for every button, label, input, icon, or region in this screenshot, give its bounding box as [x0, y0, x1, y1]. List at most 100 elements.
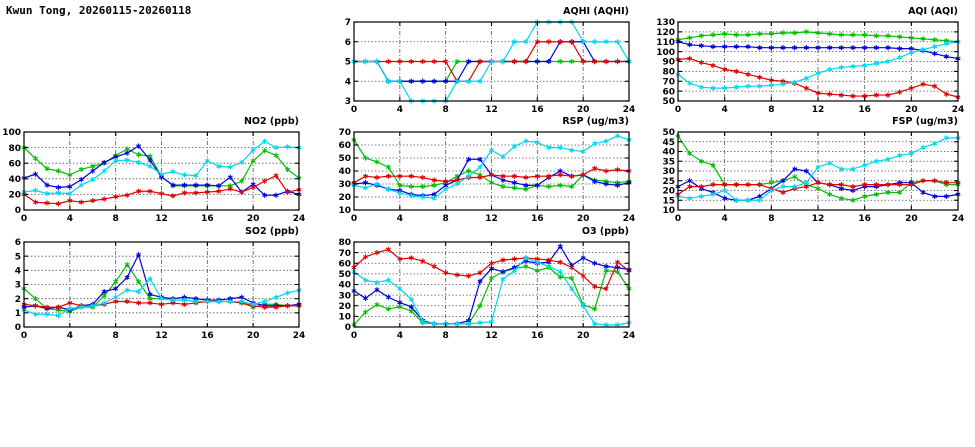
y-tick-label: 10 — [338, 206, 351, 216]
x-tick-label: 16 — [201, 214, 214, 224]
x-tick-label: 8 — [443, 331, 449, 341]
series-day2-aqi — [675, 39, 961, 62]
y-tick-label: 40 — [662, 148, 675, 158]
y-tick-label: 20 — [338, 193, 351, 203]
x-tick-label: 20 — [905, 105, 918, 115]
x-tick-label: 0 — [351, 214, 357, 224]
chart-title-aqhi: AQHI (AQHI) — [563, 6, 629, 17]
y-tick-label: 45 — [662, 138, 675, 148]
page-title: Kwun Tong, 20260115-20260118 — [6, 4, 192, 17]
x-tick-label: 24 — [293, 214, 306, 224]
y-tick-label: 80 — [8, 144, 21, 154]
y-tick-label: 4 — [15, 267, 21, 277]
x-tick-label: 0 — [675, 105, 681, 115]
y-tick-label: 20 — [662, 187, 675, 197]
y-tick-label: 0 — [345, 323, 351, 333]
y-tick-label: 60 — [8, 159, 21, 169]
x-tick-label: 12 — [812, 214, 825, 224]
y-tick-label: 80 — [662, 68, 675, 78]
chart-title-no2: NO2 (ppb) — [243, 116, 299, 127]
chart-panel-no2: NO2 (ppb) 0 20 40 60 80 100 0 4 8 12 16 20 24 — [0, 116, 313, 238]
chart-title-so2: SO2 (ppb) — [245, 226, 299, 237]
y-tick-label: 10 — [338, 313, 351, 323]
y-tick-label: 15 — [662, 196, 675, 206]
x-tick-label: 16 — [531, 331, 544, 341]
x-tick-label: 4 — [67, 214, 73, 224]
x-tick-label: 24 — [952, 105, 965, 115]
y-tick-label: 70 — [338, 128, 351, 138]
x-tick-label: 16 — [531, 214, 544, 224]
y-tick-label: 6 — [15, 238, 21, 248]
x-tick-label: 12 — [485, 214, 498, 224]
y-tick-label: 30 — [662, 167, 675, 177]
y-tick-label: 60 — [338, 141, 351, 151]
x-tick-label: 8 — [768, 105, 774, 115]
y-tick-label: 35 — [662, 157, 675, 167]
y-tick-label: 20 — [8, 191, 21, 201]
y-tick-label: 3 — [345, 97, 351, 107]
y-tick-label: 30 — [338, 291, 351, 301]
chart-panel-so2: SO2 (ppb) 0 1 2 3 4 5 6 0 4 8 12 16 20 24 — [0, 226, 313, 355]
y-tick-label: 110 — [656, 38, 675, 48]
x-tick-label: 12 — [485, 331, 498, 341]
y-tick-label: 70 — [338, 249, 351, 259]
x-tick-label: 0 — [21, 331, 27, 341]
y-tick-label: 50 — [338, 154, 351, 164]
y-tick-label: 30 — [338, 180, 351, 190]
series-day3-no2 — [21, 173, 302, 207]
y-tick-label: 3 — [15, 281, 21, 291]
x-tick-label: 12 — [155, 331, 168, 341]
chart-title-fsp: FSP (ug/m3) — [892, 116, 958, 127]
x-tick-label: 0 — [351, 331, 357, 341]
y-tick-label: 4 — [345, 77, 351, 87]
y-tick-label: 6 — [345, 38, 351, 48]
x-tick-label: 12 — [155, 214, 168, 224]
y-tick-label: 5 — [15, 252, 21, 262]
x-tick-label: 20 — [247, 331, 260, 341]
x-tick-label: 24 — [952, 214, 965, 224]
y-tick-label: 40 — [338, 281, 351, 291]
y-tick-label: 25 — [662, 177, 675, 187]
x-tick-label: 20 — [247, 214, 260, 224]
chart-svg-no2: 0 20 40 60 80 100 0 4 8 12 16 20 24 — [2, 128, 306, 224]
x-tick-label: 4 — [397, 105, 403, 115]
chart-panel-o3: O3 (ppb) 0 10 20 30 40 50 60 70 80 0 4 8 12 16 20 24 — [330, 226, 643, 355]
x-tick-label: 24 — [293, 331, 306, 341]
x-tick-label: 24 — [623, 331, 636, 341]
y-tick-label: 100 — [656, 48, 675, 58]
y-tick-label: 70 — [662, 77, 675, 87]
y-tick-label: 80 — [338, 238, 351, 248]
x-tick-label: 16 — [858, 105, 871, 115]
chart-svg-rsp: 10 20 30 40 50 60 70 0 4 8 12 16 20 24 — [338, 128, 635, 224]
x-tick-label: 4 — [397, 214, 403, 224]
x-tick-label: 8 — [113, 214, 119, 224]
y-tick-label: 0 — [15, 206, 21, 216]
y-tick-label: 50 — [662, 128, 675, 138]
x-tick-label: 20 — [577, 214, 590, 224]
chart-title-aqi: AQI (AQI) — [908, 6, 958, 17]
x-tick-label: 0 — [675, 214, 681, 224]
x-tick-label: 16 — [531, 105, 544, 115]
x-tick-label: 0 — [21, 214, 27, 224]
x-tick-label: 8 — [443, 214, 449, 224]
x-tick-label: 4 — [722, 214, 728, 224]
x-tick-label: 20 — [577, 331, 590, 341]
y-tick-label: 40 — [8, 175, 21, 185]
x-tick-label: 16 — [201, 331, 214, 341]
x-tick-label: 12 — [812, 105, 825, 115]
y-tick-label: 1 — [15, 309, 21, 319]
y-tick-label: 60 — [662, 87, 675, 97]
y-tick-label: 50 — [338, 270, 351, 280]
y-tick-label: 5 — [345, 58, 351, 68]
y-tick-label: 7 — [345, 18, 351, 28]
y-tick-label: 2 — [15, 295, 21, 305]
x-tick-label: 24 — [623, 105, 636, 115]
chart-panel-aqi: AQI (AQI) 50 60 70 80 90 100 110 120 130 0 4 8 12 16 20… — [650, 6, 968, 129]
y-tick-label: 10 — [662, 206, 675, 216]
y-tick-label: 60 — [338, 259, 351, 269]
y-tick-label: 90 — [662, 58, 675, 68]
x-tick-label: 4 — [722, 105, 728, 115]
